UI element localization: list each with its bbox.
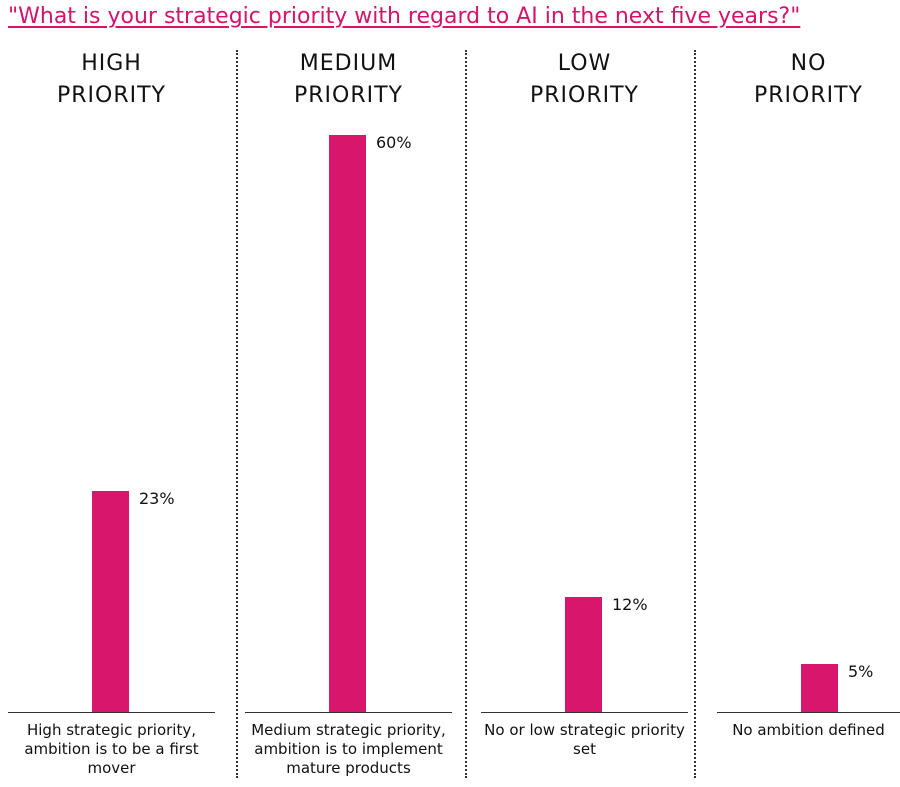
chart-title: "What is your strategic priority with re…	[8, 4, 801, 29]
category-label-high: HIGH PRIORITY	[8, 48, 215, 112]
description-no: No ambition defined	[732, 721, 885, 739]
category-label-line: PRIORITY	[753, 83, 863, 108]
baseline-low	[481, 712, 688, 713]
value-label-low: 12%	[612, 594, 648, 614]
divider-3	[694, 50, 696, 778]
category-label-low: LOW PRIORITY	[481, 48, 688, 112]
baseline-medium	[245, 712, 452, 713]
panel-medium-priority: MEDIUM PRIORITY 60% Medium strategic pri…	[245, 0, 452, 787]
divider-2	[465, 50, 467, 778]
category-label-line: HIGH	[81, 51, 142, 76]
category-label-line: LOW	[557, 51, 612, 76]
panel-low-priority: LOW PRIORITY 12% No or low strategic pri…	[481, 0, 688, 787]
value-label-high: 23%	[139, 488, 175, 508]
value-label-medium: 60%	[376, 133, 412, 152]
description-high: High strategic priority, ambition is to …	[24, 721, 199, 777]
divider-1	[236, 50, 238, 778]
panel-high-priority: HIGH PRIORITY 23% High strategic priorit…	[8, 0, 215, 787]
bar-no-priority	[801, 663, 838, 712]
category-label-line: PRIORITY	[529, 83, 639, 108]
baseline-high	[8, 712, 215, 713]
baseline-no	[717, 712, 900, 713]
bar-high-priority	[92, 490, 129, 712]
bar-low-priority	[565, 596, 602, 712]
category-label-line: PRIORITY	[56, 83, 166, 108]
panel-no-priority: NO PRIORITY 5% No ambition defined	[717, 0, 900, 787]
category-label-line: PRIORITY	[293, 83, 403, 108]
description-medium: Medium strategic priority, ambition is t…	[251, 721, 446, 777]
category-label-line: MEDIUM	[299, 51, 398, 76]
bar-medium-priority	[329, 135, 366, 712]
category-label-line: NO	[790, 51, 827, 76]
category-label-no: NO PRIORITY	[717, 48, 900, 112]
category-label-medium: MEDIUM PRIORITY	[245, 48, 452, 112]
description-low: No or low strategic priority set	[484, 721, 685, 758]
value-label-no: 5%	[848, 661, 874, 681]
